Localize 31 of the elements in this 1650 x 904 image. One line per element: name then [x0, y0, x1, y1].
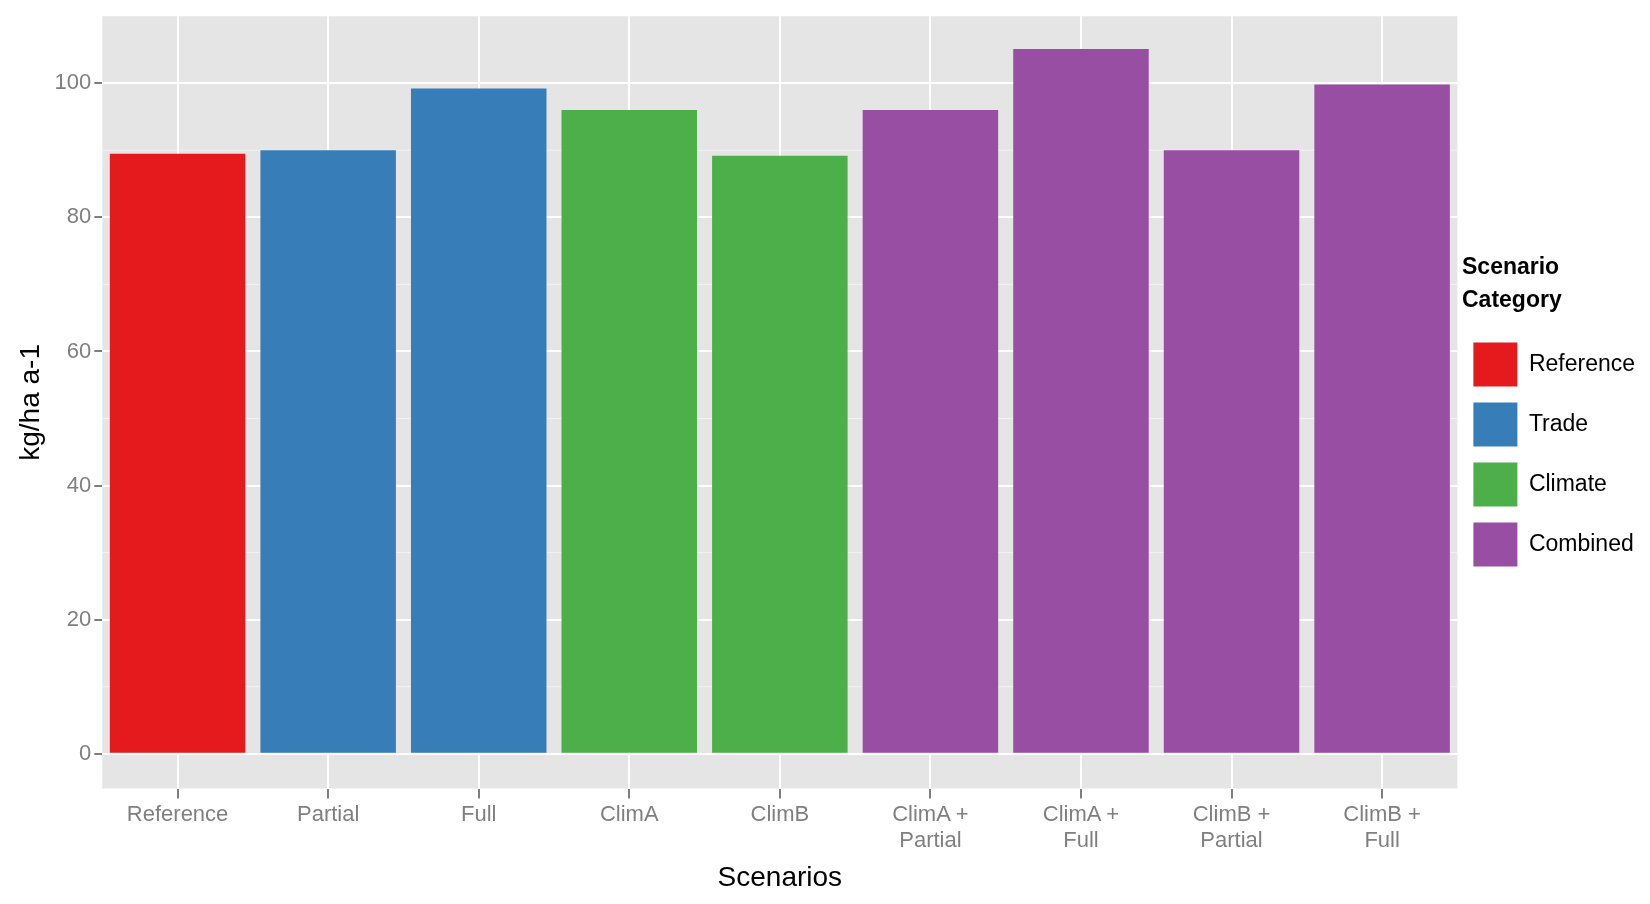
bar — [712, 155, 848, 753]
x-tick-label: ClimA + Partial — [892, 800, 969, 853]
bar — [1013, 49, 1149, 753]
legend-label: Climate — [1528, 469, 1607, 496]
x-tick-label: Reference — [126, 800, 229, 826]
bar — [260, 150, 396, 753]
x-tick-label: Full — [460, 800, 497, 826]
y-axis-title: kg/ha a-1 — [13, 344, 45, 461]
bar — [1163, 150, 1300, 753]
bar — [1314, 84, 1450, 753]
x-tick-label: ClimB + Partial — [1192, 800, 1271, 853]
x-tick-label: ClimA + Full — [1042, 800, 1120, 853]
bar — [862, 110, 999, 753]
x-axis-title: Scenarios — [717, 860, 843, 892]
legend-label: Combined — [1528, 529, 1634, 556]
y-tick-label: 20 — [66, 605, 92, 631]
y-tick-label: 40 — [66, 471, 92, 497]
legend-label: Reference — [1528, 349, 1636, 376]
bar — [561, 110, 698, 753]
x-tick-label: ClimA — [599, 800, 659, 826]
x-tick-label: ClimB + Full — [1343, 800, 1421, 853]
legend-label: Trade — [1528, 409, 1589, 436]
bar — [109, 153, 246, 753]
legend-title: Scenario Category — [1462, 252, 1563, 314]
bar — [410, 88, 547, 753]
y-tick-label: 0 — [79, 739, 92, 765]
x-tick-label: ClimB — [750, 800, 810, 826]
y-tick-label: 100 — [54, 69, 92, 95]
y-tick-label: 80 — [66, 203, 92, 229]
x-tick-label: Partial — [296, 800, 360, 826]
y-tick-label: 60 — [66, 337, 92, 363]
